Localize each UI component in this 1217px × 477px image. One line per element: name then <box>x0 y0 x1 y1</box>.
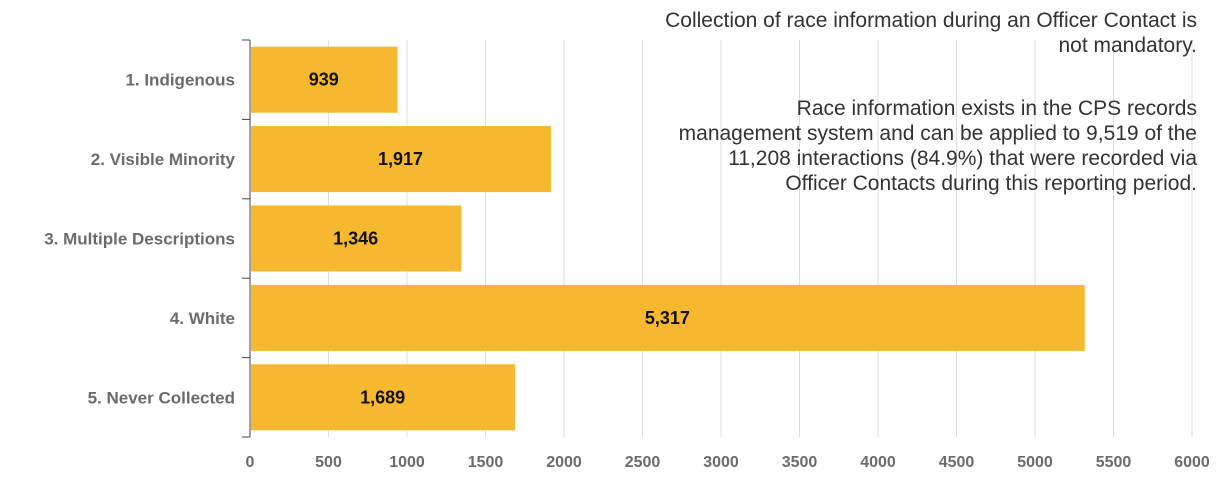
bars: 939 1,917 1,346 5,317 1,689 <box>251 46 1085 431</box>
x-tick-label: 5000 <box>1017 454 1053 471</box>
category-label: 1. Indigenous <box>125 71 235 90</box>
bar-value-label: 1,917 <box>378 149 423 169</box>
bar <box>251 364 516 431</box>
annotation-mandatory: Collection of race information during an… <box>665 9 1197 57</box>
bar <box>251 205 462 272</box>
category-label: 5. Never Collected <box>88 388 235 407</box>
x-tick-label: 4500 <box>939 454 975 471</box>
bar <box>251 284 1085 351</box>
category-label: 3. Multiple Descriptions <box>44 230 235 249</box>
bar-value-label: 5,317 <box>645 308 690 328</box>
category-label: 4. White <box>170 309 235 328</box>
x-tick-labels: 0 500 1000 1500 2000 2500 3000 3500 4000 4500 5000… <box>246 454 1210 471</box>
bar-value-label: 1,689 <box>360 387 405 407</box>
annotation-race-info: Race information exists in the CPS recor… <box>678 97 1197 195</box>
bar <box>251 126 551 193</box>
x-tick-label: 3000 <box>703 454 739 471</box>
x-tick-label: 0 <box>246 454 255 471</box>
x-tick-label: 2000 <box>546 454 582 471</box>
x-tick-label: 500 <box>315 454 342 471</box>
category-labels: 1. Indigenous 2. Visible Minority 3. Multi… <box>44 71 235 408</box>
x-tick-label: 1500 <box>468 454 504 471</box>
x-tick-label: 3500 <box>782 454 818 471</box>
x-tick-label: 5500 <box>1096 454 1132 471</box>
grid-lines <box>328 40 1193 437</box>
x-tick-label: 1000 <box>389 454 425 471</box>
bar-value-label: 939 <box>309 70 339 90</box>
bar-value-label: 1,346 <box>333 229 378 249</box>
x-tick-label: 4000 <box>860 454 896 471</box>
y-axis <box>242 39 251 438</box>
x-tick-label: 2500 <box>625 454 661 471</box>
x-tick-label: 6000 <box>1174 454 1210 471</box>
bar <box>251 46 398 113</box>
category-label: 2. Visible Minority <box>91 150 236 169</box>
